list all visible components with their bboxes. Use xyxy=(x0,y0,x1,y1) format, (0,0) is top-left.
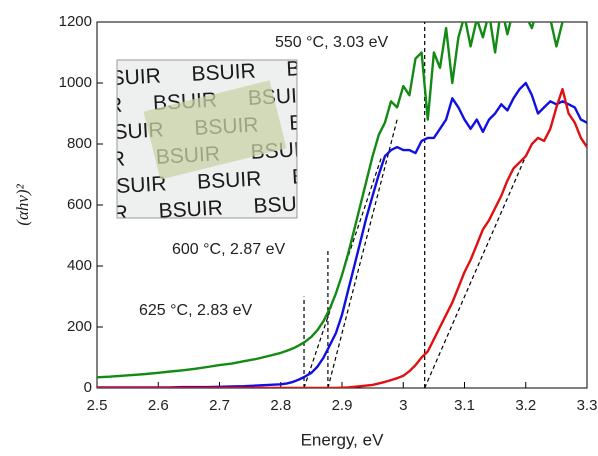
x-tick-label: 2.8 xyxy=(270,397,291,414)
annotation: 625 °C, 2.83 eV xyxy=(139,302,252,319)
dashed-guide xyxy=(424,155,527,388)
y-tick-label: 200 xyxy=(67,318,92,335)
x-tick-label: 2.7 xyxy=(209,397,230,414)
y-tick-label: 800 xyxy=(67,135,92,152)
inset-text: BSUIR xyxy=(197,167,262,193)
inset-frame xyxy=(116,59,298,219)
inset-text: BSUIR xyxy=(58,94,123,120)
inset-text: BSUIR xyxy=(191,60,256,86)
inset-text: BSUIR xyxy=(291,162,356,188)
glass-slide xyxy=(143,80,287,180)
plot-area xyxy=(97,22,587,388)
inset-text: BSUIR xyxy=(253,191,318,217)
x-tick-label: 3 xyxy=(399,397,407,414)
y-tick-label: 1200 xyxy=(59,13,92,30)
x-tick-label: 2.9 xyxy=(332,397,353,414)
x-axis-label: Energy, eV xyxy=(301,430,385,449)
inset-text: BSUIR xyxy=(289,109,354,135)
inset-text: BSUIR xyxy=(63,201,128,227)
x-tick-label: 2.6 xyxy=(148,397,169,414)
data-line xyxy=(97,81,587,388)
y-axis-label: (αhν)² xyxy=(13,183,32,225)
y-tick-label: 0 xyxy=(84,379,92,396)
x-tick-label: 3.2 xyxy=(515,397,536,414)
x-tick-label: 3.3 xyxy=(577,397,598,414)
inset-text: BSUIR xyxy=(286,55,351,81)
inset-text: BSUIR xyxy=(102,172,167,198)
y-tick-label: 1000 xyxy=(59,74,92,91)
x-tick-label: 3.1 xyxy=(454,397,475,414)
x-tick-label: 2.5 xyxy=(87,397,108,414)
inset-text: BSUIR xyxy=(96,65,161,91)
y-tick-label: 600 xyxy=(67,196,92,213)
inset-text: BSUIR xyxy=(60,148,125,174)
inset-text: BSUIR xyxy=(158,196,223,222)
y-tick-label: 400 xyxy=(67,257,92,274)
annotation: 600 °C, 2.87 eV xyxy=(172,241,285,258)
data-line xyxy=(97,22,564,379)
annotation: 550 °C, 3.03 eV xyxy=(275,34,388,51)
data-line xyxy=(97,87,587,388)
